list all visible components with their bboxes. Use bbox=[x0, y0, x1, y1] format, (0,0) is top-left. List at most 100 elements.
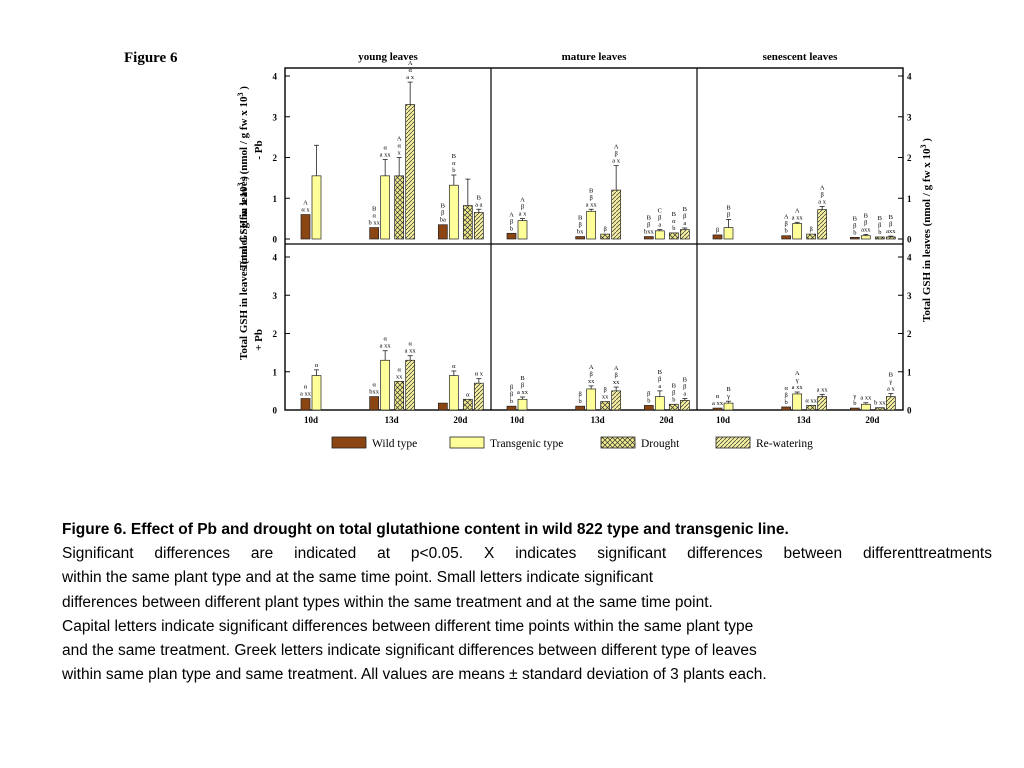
bar bbox=[860, 235, 871, 240]
bar bbox=[781, 406, 792, 411]
bar bbox=[723, 402, 734, 411]
bar bbox=[600, 233, 611, 240]
significance-label: β bbox=[604, 226, 608, 233]
y-tick-label: 3 bbox=[273, 112, 278, 122]
bar bbox=[448, 184, 459, 240]
caption-line: within same plan type and same treatment… bbox=[62, 666, 767, 684]
significance-label: α xx bbox=[805, 397, 817, 404]
bar bbox=[643, 236, 654, 240]
bar bbox=[473, 212, 484, 240]
legend-label: Wild type bbox=[372, 438, 417, 450]
significance-label: α x bbox=[475, 371, 484, 378]
significance-label: α bbox=[452, 363, 456, 370]
bar bbox=[679, 229, 690, 240]
legend-swatch bbox=[331, 436, 367, 449]
legend-swatch bbox=[600, 436, 636, 449]
figure-label: Figure 6 bbox=[124, 50, 178, 66]
bar bbox=[806, 405, 817, 411]
figure-caption: Figure 6. Effect of Pb and drought on to… bbox=[62, 518, 992, 687]
legend-label: Transgenic type bbox=[490, 438, 563, 450]
caption-line: differences between different plant type… bbox=[62, 593, 713, 611]
y-tick-label: 2 bbox=[273, 329, 278, 339]
caption-title: Figure 6. Effect of Pb and drought on to… bbox=[62, 521, 789, 538]
y-tick-label: 0 bbox=[907, 406, 912, 416]
caption-line: within the same plant type and at the sa… bbox=[62, 569, 654, 587]
bar bbox=[643, 405, 654, 411]
significance-label: β bbox=[810, 226, 814, 233]
y-axis-title: Total GSH in leaves (nmol / g fw x 103 ) bbox=[919, 138, 933, 322]
y-tick-label: 0 bbox=[273, 406, 278, 416]
significance-label: b xx bbox=[874, 400, 886, 407]
gsh-bar-chart: young leaves mature leaves senescent leave… bbox=[236, 51, 933, 450]
bar bbox=[654, 230, 665, 240]
bar bbox=[405, 359, 416, 411]
y-tick-label: 4 bbox=[907, 72, 912, 82]
x-tick-label: 13d bbox=[797, 415, 811, 425]
significance-label: a xx bbox=[817, 386, 829, 393]
bar bbox=[369, 396, 380, 411]
y-tick-label: 2 bbox=[907, 329, 912, 339]
x-tick-label: 13d bbox=[385, 415, 399, 425]
x-tick-label: 20d bbox=[659, 415, 673, 425]
bar bbox=[860, 403, 871, 411]
y-tick-label: 4 bbox=[273, 253, 278, 263]
bar bbox=[712, 407, 723, 411]
bar bbox=[723, 227, 734, 240]
bar bbox=[885, 396, 896, 411]
significance-label: β xx bbox=[602, 387, 609, 401]
row-label: - Pb bbox=[253, 140, 265, 159]
legend-swatch bbox=[449, 436, 485, 449]
bar bbox=[817, 396, 828, 411]
bar bbox=[611, 189, 622, 240]
y-tick-label: 0 bbox=[273, 235, 278, 245]
panel-title: young leaves bbox=[358, 51, 418, 63]
legend-label: Drought bbox=[641, 438, 680, 450]
bar bbox=[462, 205, 473, 240]
legend-swatch bbox=[715, 436, 751, 449]
y-axis-title: Total GSH in leaves (nmol / g fw x 103 ) bbox=[236, 86, 250, 270]
bar bbox=[679, 400, 690, 411]
bar bbox=[300, 214, 311, 240]
bar bbox=[792, 223, 803, 240]
significance-label: α bbox=[466, 391, 470, 398]
significance-label: β bbox=[716, 227, 720, 234]
x-tick-label: 20d bbox=[453, 415, 467, 425]
bar bbox=[380, 175, 391, 240]
x-tick-label: 10d bbox=[510, 415, 524, 425]
bar bbox=[668, 232, 679, 240]
y-tick-label: 3 bbox=[273, 291, 278, 301]
bar bbox=[394, 380, 405, 411]
bar bbox=[405, 104, 416, 240]
bar bbox=[448, 375, 459, 411]
bar bbox=[849, 237, 860, 240]
y-tick-label: 3 bbox=[907, 112, 912, 122]
